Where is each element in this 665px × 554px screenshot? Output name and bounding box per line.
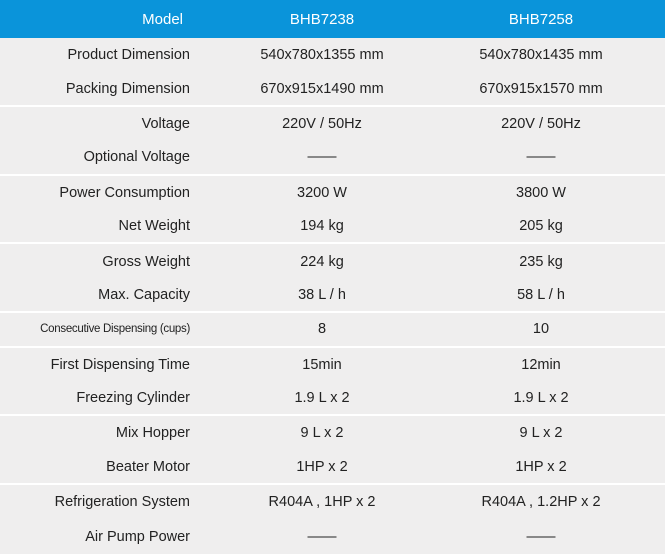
table-row: Gross Weight 224 kg 235 kg [0, 244, 665, 278]
spec-label: Optional Voltage [83, 149, 190, 166]
spec-label: Beater Motor [106, 458, 190, 475]
table-row: Mix Hopper 9 L x 2 9 L x 2 [0, 416, 665, 450]
header-model-label: Model [142, 10, 183, 28]
spec-label: Net Weight [118, 218, 190, 235]
model-2-value: 220V / 50Hz [501, 115, 581, 132]
model-1-value: 15min [302, 356, 342, 373]
spec-label: Mix Hopper [115, 425, 190, 442]
model-1-value: 9 L x 2 [300, 425, 344, 442]
model-1-value: 540x780x1355 mm [260, 47, 384, 64]
table-row: Packing Dimension 670x915x1490 mm 670x915x… [0, 72, 665, 107]
table-row: Consecutive Dispensing (cups) 8 10 [0, 313, 665, 348]
model-1-value: 1.9 L x 2 [294, 390, 350, 407]
table-header: Model BHB7238 BHB7258 [0, 0, 665, 38]
spec-table-body: Product Dimension 540x780x1355 mm 540x780x… [0, 38, 665, 554]
spec-label: Voltage [141, 115, 190, 132]
model-2-value: —— [526, 528, 556, 545]
table-row: Optional Voltage —— —— [0, 141, 665, 176]
model-1-value: 3200 W [297, 184, 347, 201]
model-2-value: —— [526, 149, 556, 166]
model-2-value: 670x915x1570 mm [479, 80, 603, 97]
spec-label: Freezing Cylinder [76, 390, 190, 407]
model-1-value: 220V / 50Hz [282, 115, 362, 132]
header-model-2: BHB7258 [508, 10, 574, 28]
model-2-value: 1HP x 2 [515, 458, 567, 475]
model-2-value: 12min [521, 356, 561, 373]
model-1-value: R404A , 1HP x 2 [268, 494, 376, 511]
table-row: Freezing Cylinder 1.9 L x 2 1.9 L x 2 [0, 382, 665, 417]
spec-label: Consecutive Dispensing (cups) [40, 323, 190, 336]
table-row: Product Dimension 540x780x1355 mm 540x780x… [0, 38, 665, 72]
model-2-value: 10 [532, 321, 550, 338]
spec-label: Gross Weight [102, 253, 190, 270]
model-2-value: R404A , 1.2HP x 2 [481, 494, 601, 511]
table-row: Max. Capacity 38 L / h 58 L / h [0, 279, 665, 314]
table-row: First Dispensing Time 15min 12min [0, 348, 665, 382]
table-row: Air Pump Power —— —— [0, 519, 665, 553]
spec-label: Power Consumption [59, 184, 190, 201]
spec-label: Packing Dimension [65, 80, 190, 97]
model-1-value: —— [307, 528, 337, 545]
model-1-value: 670x915x1490 mm [260, 80, 384, 97]
model-2-value: 58 L / h [517, 286, 565, 303]
table-row: Beater Motor 1HP x 2 1HP x 2 [0, 451, 665, 486]
model-2-value: 205 kg [519, 218, 563, 235]
header-model-1: BHB7238 [289, 10, 355, 28]
model-1-value: 224 kg [300, 253, 344, 270]
spec-label: First Dispensing Time [50, 356, 190, 373]
model-2-value: 9 L x 2 [519, 425, 563, 442]
table-row: Net Weight 194 kg 205 kg [0, 210, 665, 245]
model-2-value: 540x780x1435 mm [479, 47, 603, 64]
table-row: Refrigeration System R404A , 1HP x 2 R404A… [0, 485, 665, 519]
model-1-value: —— [307, 149, 337, 166]
model-2-value: 3800 W [516, 184, 566, 201]
spec-label: Max. Capacity [98, 286, 190, 303]
model-1-value: 8 [317, 321, 327, 338]
table-row: Voltage 220V / 50Hz 220V / 50Hz [0, 107, 665, 141]
spec-label: Refrigeration System [54, 494, 190, 511]
spec-label: Product Dimension [67, 47, 191, 64]
model-2-value: 235 kg [519, 253, 563, 270]
model-1-value: 1HP x 2 [296, 458, 348, 475]
table-row: Power Consumption 3200 W 3800 W [0, 176, 665, 210]
model-1-value: 194 kg [300, 218, 344, 235]
spec-label: Air Pump Power [85, 528, 190, 545]
model-2-value: 1.9 L x 2 [513, 390, 569, 407]
model-1-value: 38 L / h [298, 286, 346, 303]
